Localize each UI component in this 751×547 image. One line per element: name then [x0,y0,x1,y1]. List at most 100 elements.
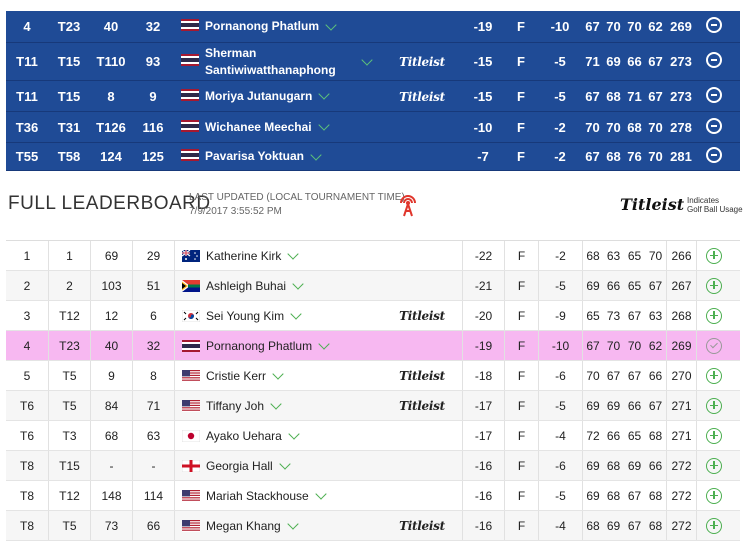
favorite-row[interactable]: T55 T58 124 125 Pavarisa Yoktuan -7 F -2 67 68 76 7… [6,143,740,171]
plus-circle-icon[interactable] [706,487,722,504]
remove-favorite-button[interactable] [696,117,731,137]
round-4: 70 [648,149,663,164]
england-flag-icon [182,459,206,472]
add-favorite-button[interactable] [696,391,731,420]
favorite-row[interactable]: 4 T23 40 32 Pornanong Phatlum -19 F -10 67 70 70 62… [6,11,740,43]
today: -4 [538,511,582,540]
favorite-row[interactable]: T36 T31 T126 116 Wichanee Meechai -10 F -2 70 70 6… [6,112,740,143]
player-cell[interactable]: Wichanee Meechai [174,119,382,136]
add-favorite-button[interactable] [696,451,731,480]
chevron-down-icon[interactable] [279,457,291,470]
player-cell[interactable]: Katherine Kirk [174,241,382,270]
player-cell[interactable]: Megan Khang [174,511,382,540]
player-name[interactable]: Sherman Santiwiwatthanaphong [205,45,336,77]
favorite-row[interactable]: T11 T15 T110 93 Sherman Santiwiwatthanaphong… [6,43,740,81]
player-cell[interactable]: Cristie Kerr [174,361,382,390]
leaderboard-row[interactable]: 1 1 69 29 Katherine Kirk -22 F -2 68 63 65 70 266 [6,241,740,271]
chevron-down-icon[interactable] [292,277,304,290]
legend-line-2: Golf Ball Usage [687,205,743,214]
player-name[interactable]: Tiffany Joh [206,398,265,413]
chevron-down-icon[interactable] [318,88,331,100]
player-cell[interactable]: Ashleigh Buhai [174,271,382,300]
check-circle-icon[interactable] [706,337,722,354]
leaderboard-row[interactable]: 2 2 103 51 Ashleigh Buhai -21 F -5 69 66 65 67 267 [6,271,740,301]
plus-circle-icon[interactable] [706,397,722,414]
player-cell[interactable]: Sei Young Kim [174,301,382,330]
add-favorite-button[interactable] [696,511,731,540]
player-cell[interactable]: Tiffany Joh [174,391,382,420]
minus-circle-icon[interactable] [705,117,722,134]
chevron-down-icon[interactable] [287,247,300,260]
minus-circle-icon[interactable] [705,52,722,68]
chevron-down-icon[interactable] [318,337,330,350]
player-cell[interactable]: Ayako Uehara [174,421,382,450]
chevron-down-icon[interactable] [325,18,337,31]
minus-circle-icon[interactable] [705,147,722,163]
chevron-down-icon[interactable] [287,517,299,530]
plus-circle-icon[interactable] [706,247,722,264]
add-favorite-button[interactable] [696,241,731,270]
player-name[interactable]: Cristie Kerr [206,368,267,383]
total: 272 [666,481,696,510]
chevron-down-icon[interactable] [317,119,330,131]
last-updated: LAST UPDATED (LOCAL TOURNAMENT TIME) 7/9… [189,191,405,219]
leaderboard-row[interactable]: T6 T5 84 71 Tiffany Joh Titleist -17 F -5 69 69 66 6… [6,391,740,421]
chevron-down-icon[interactable] [272,367,284,380]
player-name[interactable]: Mariah Stackhouse [206,488,309,503]
favorite-row[interactable]: T11 T15 8 9 Moriya Jutanugarn Titleist -15 F -5 6… [6,81,740,112]
plus-circle-icon[interactable] [706,277,722,294]
player-name[interactable]: Pornanong Phatlum [205,19,319,33]
remove-favorite-button[interactable] [696,147,731,166]
leaderboard-row[interactable]: 5 T5 9 8 Cristie Kerr Titleist -18 F -6 70 67 67 66 2… [6,361,740,391]
total: 267 [666,271,696,300]
chevron-down-icon[interactable] [361,53,373,66]
position: 4 [23,338,31,353]
leaderboard-row[interactable]: 4 T23 40 32 Pornanong Phatlum -19 F -10 67 70 70 62… [6,331,740,361]
player-name[interactable]: Megan Khang [206,518,281,533]
add-favorite-button[interactable] [696,361,731,390]
plus-circle-icon[interactable] [706,457,722,474]
minus-circle-icon[interactable] [705,17,722,33]
player-cell[interactable]: Georgia Hall [174,451,382,480]
player-cell[interactable]: Moriya Jutanugarn [174,88,382,105]
player-name[interactable]: Georgia Hall [206,458,273,473]
add-favorite-button[interactable] [696,421,731,450]
plus-circle-icon[interactable] [706,307,722,324]
player-cell[interactable]: Pavarisa Yoktuan [174,148,382,165]
player-name[interactable]: Katherine Kirk [206,248,282,263]
add-favorite-button[interactable] [696,271,731,300]
player-cell[interactable]: Pornanong Phatlum [174,18,382,35]
player-name[interactable]: Ayako Uehara [206,428,282,443]
minus-circle-icon[interactable] [705,86,722,103]
player-name[interactable]: Pavarisa Yoktuan [205,149,304,163]
add-favorite-button[interactable] [696,301,731,330]
favorite-added-button[interactable] [696,331,731,360]
remove-favorite-button[interactable] [696,17,731,36]
chevron-down-icon[interactable] [270,397,282,410]
chevron-down-icon[interactable] [290,307,302,320]
chevron-down-icon[interactable] [315,487,327,500]
chevron-down-icon[interactable] [310,148,322,161]
remove-favorite-button[interactable] [696,52,731,71]
plus-circle-icon[interactable] [706,367,722,384]
remove-favorite-button[interactable] [696,86,731,106]
leaderboard-row[interactable]: T6 T3 68 63 Ayako Uehara -17 F -4 72 66 65 68 271 [6,421,740,451]
player-cell[interactable]: Pornanong Phatlum [174,331,382,360]
player-name[interactable]: Pornanong Phatlum [206,338,313,353]
round-3: 67 [627,308,642,323]
chevron-down-icon[interactable] [288,427,300,440]
leaderboard-row[interactable]: 3 T12 12 6 Sei Young Kim Titleist -20 F -9 65 73 67… [6,301,740,331]
leaderboard-row[interactable]: T8 T15- - Georgia Hall -16 F -6 69 68 69 66 272 [6,451,740,481]
player-name[interactable]: Ashleigh Buhai [206,278,287,293]
player-name[interactable]: Wichanee Meechai [205,119,312,134]
player-cell[interactable]: Mariah Stackhouse [174,481,382,510]
add-favorite-button[interactable] [696,481,731,510]
plus-circle-icon[interactable] [706,517,722,534]
player-name[interactable]: Moriya Jutanugarn [205,88,313,103]
player-name[interactable]: Sei Young Kim [206,308,285,323]
leaderboard-row[interactable]: T8 T12 148 114 Mariah Stackhouse -16 F -5 69 68 67… [6,481,740,511]
plus-circle-icon[interactable] [706,427,722,444]
player-cell[interactable]: Sherman Santiwiwatthanaphong [174,45,382,79]
leaderboard-row[interactable]: T8 T5 73 66 Megan Khang Titleist -16 F -4 68 69 67 6… [6,511,740,541]
to-par: -15 [473,88,493,104]
